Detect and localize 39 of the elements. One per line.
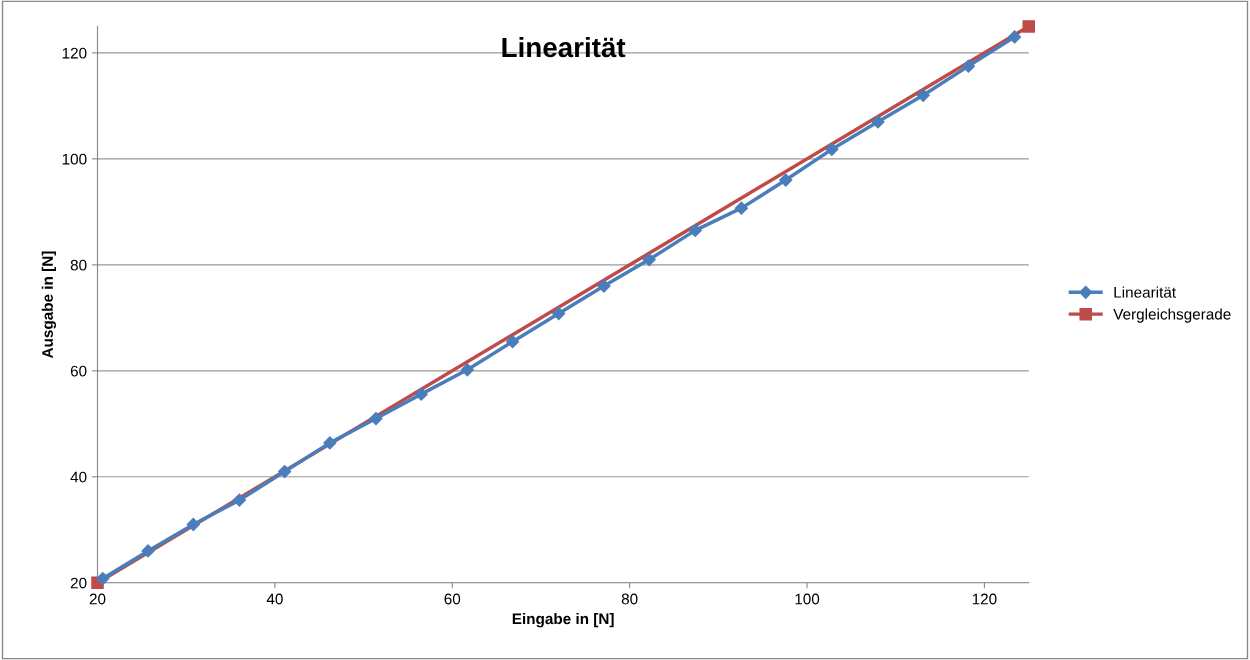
point [141, 544, 155, 558]
point [688, 223, 702, 237]
point [597, 279, 611, 293]
x-tick-label: 120 [972, 593, 997, 605]
chart-title: Linearität [502, 36, 626, 58]
point [916, 88, 930, 102]
y-tick-label: 80 [70, 259, 87, 271]
x-tick-label: 40 [266, 593, 283, 605]
point [779, 173, 793, 187]
point [1022, 20, 1036, 33]
x-tick-label: 20 [89, 593, 106, 605]
point [323, 436, 337, 450]
point [186, 517, 200, 532]
y-tick-label: 60 [70, 365, 87, 377]
point [414, 387, 428, 401]
point [825, 142, 839, 156]
point [505, 335, 520, 349]
y-tick-label: 40 [70, 471, 87, 483]
y-tick-label: 100 [62, 153, 87, 165]
point [642, 252, 656, 267]
point [232, 493, 246, 507]
point [460, 363, 474, 377]
y-tick-label: 20 [70, 577, 87, 589]
y-tick-label: 120 [62, 47, 87, 59]
point [871, 115, 885, 129]
point [552, 307, 566, 321]
point [734, 201, 748, 215]
legend-label: Linearität [1114, 286, 1176, 298]
x-axis-title: Eingabe in [N] [512, 612, 614, 628]
x-tick-label: 100 [795, 593, 820, 605]
x-tick-label: 80 [621, 593, 638, 605]
legend-label: Vergleichsgerade [1113, 308, 1231, 323]
point [1007, 30, 1022, 44]
point [96, 571, 110, 586]
point [961, 59, 976, 73]
y-axis-title: Ausgabe in [N] [41, 251, 57, 359]
x-tick-label: 60 [444, 593, 461, 605]
point [278, 464, 292, 479]
point [369, 411, 383, 426]
